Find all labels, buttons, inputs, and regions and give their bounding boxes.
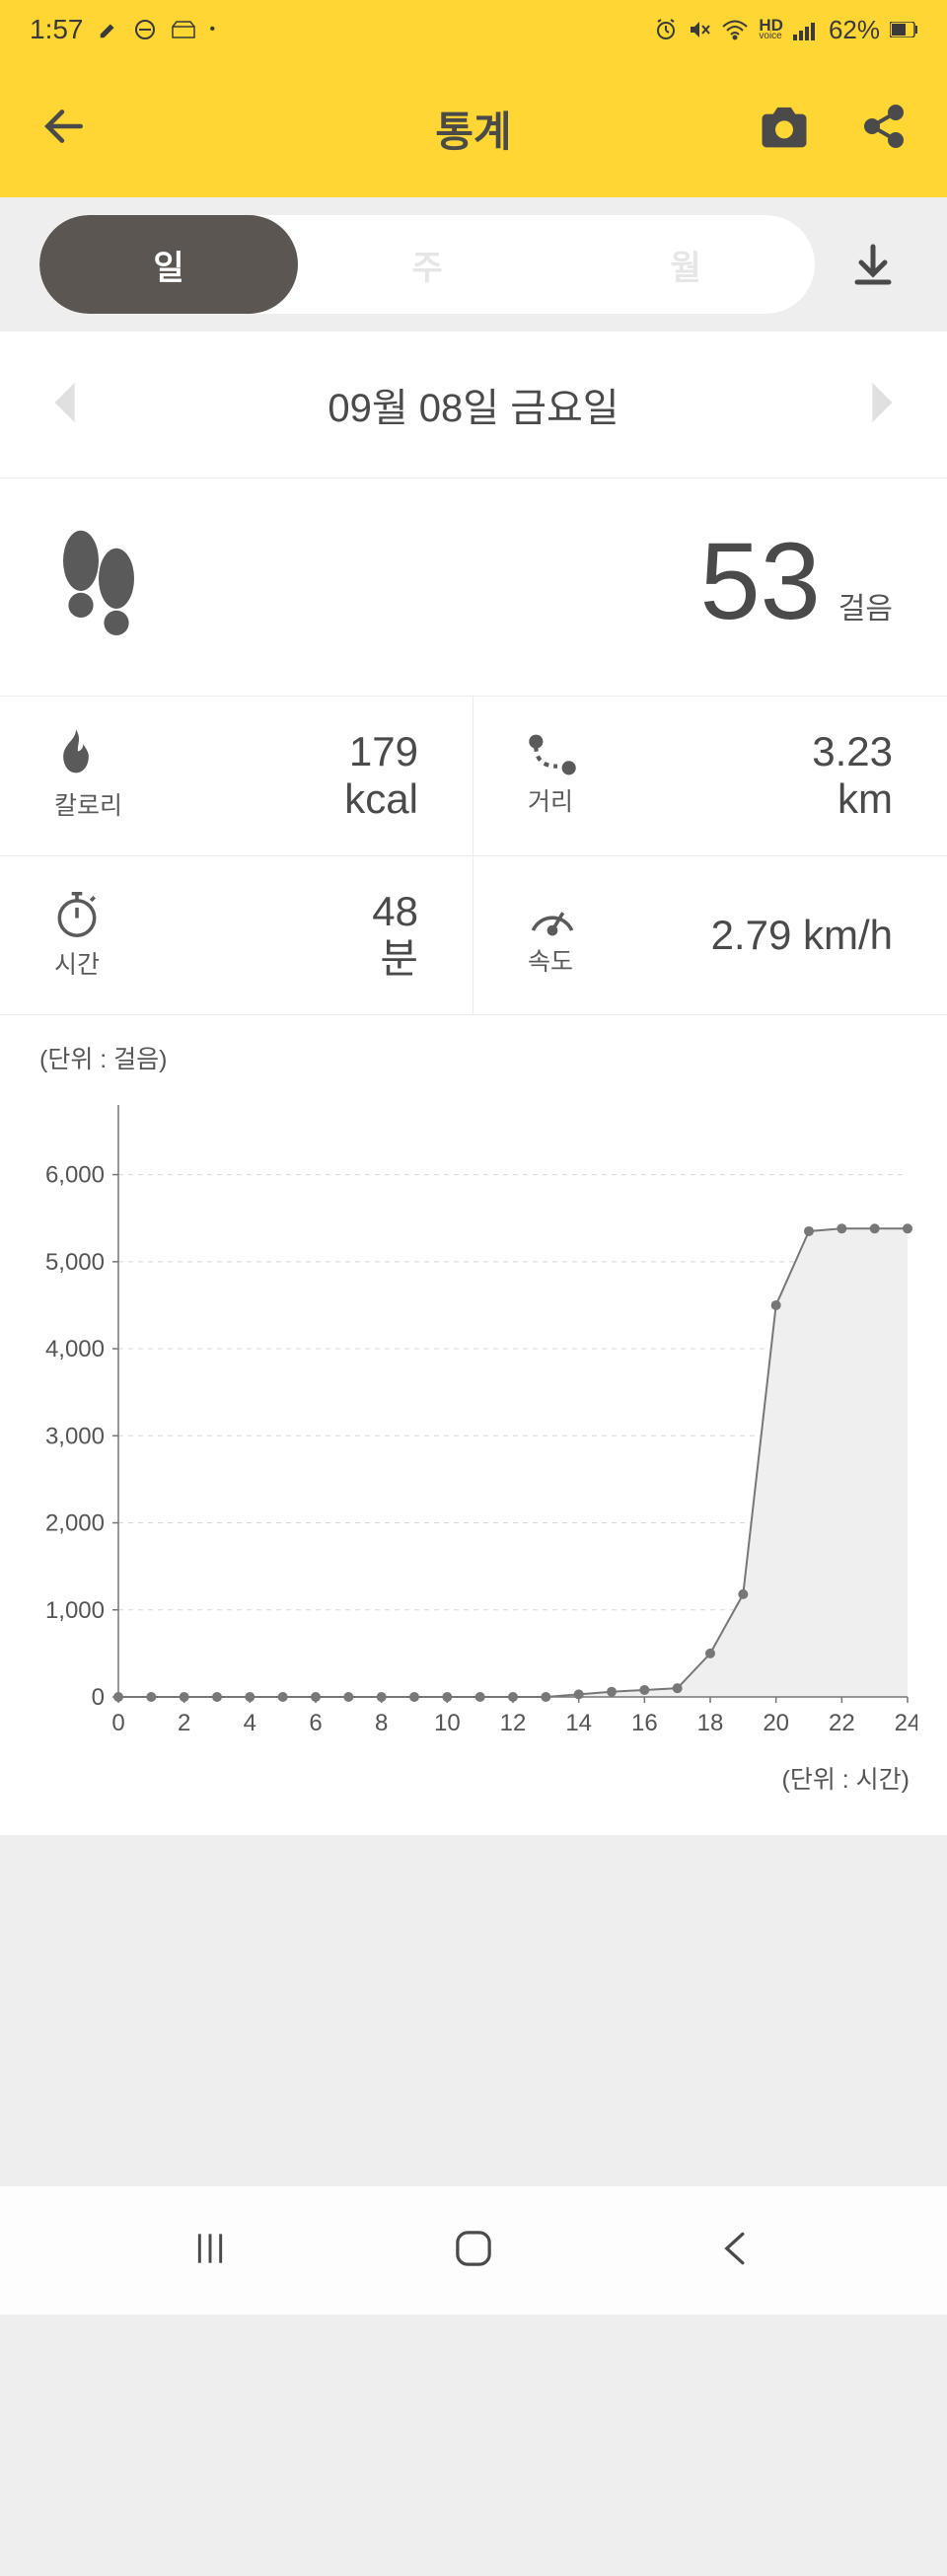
calories-value: 179 xyxy=(349,728,418,775)
route-icon xyxy=(528,733,577,776)
signal-icon xyxy=(793,19,819,40)
nav-home-button[interactable] xyxy=(452,2227,495,2275)
tab-week[interactable]: 주 xyxy=(298,215,556,314)
svg-text:20: 20 xyxy=(763,1710,789,1736)
svg-text:16: 16 xyxy=(631,1710,658,1736)
svg-text:22: 22 xyxy=(829,1710,855,1736)
download-button[interactable] xyxy=(838,241,908,288)
download-icon xyxy=(849,241,897,288)
dot-icon: • xyxy=(210,21,216,38)
svg-text:0: 0 xyxy=(111,1710,124,1736)
camera-icon xyxy=(758,103,811,150)
next-day-button[interactable] xyxy=(865,383,893,427)
metric-distance: 거리 3.23 km xyxy=(474,697,947,856)
chevron-right-icon xyxy=(865,383,893,422)
camera-button[interactable] xyxy=(758,103,811,155)
mute-icon xyxy=(688,18,711,41)
speed-label: 속도 xyxy=(528,942,573,978)
distance-value: 3.23 xyxy=(812,728,893,775)
svg-text:4,000: 4,000 xyxy=(45,1336,105,1362)
distance-unit: km xyxy=(838,775,893,823)
svg-text:6,000: 6,000 xyxy=(45,1162,105,1189)
kit-icon xyxy=(171,19,196,40)
metric-speed: 속도 2.79 km/h xyxy=(474,856,947,1016)
svg-text:24: 24 xyxy=(895,1710,917,1736)
current-date: 09월 08일 금요일 xyxy=(82,376,865,433)
arrow-left-icon xyxy=(39,102,89,151)
svg-text:1,000: 1,000 xyxy=(45,1597,105,1624)
battery-text: 62% xyxy=(829,15,880,45)
steps-summary: 53 걸음 xyxy=(0,478,947,697)
svg-text:18: 18 xyxy=(697,1710,724,1736)
footsteps-icon xyxy=(54,528,143,636)
status-time: 1:57 xyxy=(30,14,84,45)
steps-chart-section: (단위 : 걸음) 0 1,000 2,000 3,000 4,000 5,000 6,00… xyxy=(0,1015,947,1836)
speed-value: 2.79 km/h xyxy=(711,912,893,958)
chart-x-unit: (단위 : 시간) xyxy=(30,1756,917,1796)
back-icon xyxy=(715,2227,759,2270)
steps-chart: 01,0002,0003,0004,0005,0006,000024681012… xyxy=(30,1085,917,1756)
gauge-icon xyxy=(528,893,577,936)
stopwatch-icon xyxy=(54,890,100,939)
do-not-disturb-icon xyxy=(133,18,157,41)
time-label: 시간 xyxy=(54,945,100,981)
tab-day[interactable]: 일 xyxy=(39,215,298,314)
nav-back-button[interactable] xyxy=(715,2227,759,2275)
svg-text:14: 14 xyxy=(565,1710,592,1736)
wifi-icon xyxy=(721,19,749,40)
share-button[interactable] xyxy=(860,103,908,155)
steps-value: 53 xyxy=(699,528,820,636)
time-value: 48 xyxy=(372,888,418,935)
svg-text:8: 8 xyxy=(375,1710,388,1736)
nav-recent-button[interactable] xyxy=(188,2229,232,2273)
metric-calories: 칼로리 179 kcal xyxy=(0,697,474,856)
metric-time: 시간 48 분 xyxy=(0,856,474,1016)
tab-month[interactable]: 월 xyxy=(556,215,815,314)
chevron-left-icon xyxy=(54,383,82,422)
alarm-icon xyxy=(654,18,678,41)
svg-text:0: 0 xyxy=(92,1684,105,1711)
pencil-icon xyxy=(98,19,119,40)
flame-icon xyxy=(54,729,98,780)
calories-unit: kcal xyxy=(344,775,418,823)
svg-text:5,000: 5,000 xyxy=(45,1249,105,1276)
date-selector: 09월 08일 금요일 xyxy=(0,331,947,478)
home-icon xyxy=(452,2227,495,2270)
hd-voice-icon: HD voice xyxy=(759,19,783,40)
chart-y-unit: (단위 : 걸음) xyxy=(30,1040,917,1085)
battery-icon xyxy=(890,22,917,37)
svg-text:3,000: 3,000 xyxy=(45,1423,105,1449)
steps-unit: 걸음 xyxy=(838,584,893,627)
period-segment-bar: 일 주 월 xyxy=(0,197,947,331)
back-button[interactable] xyxy=(39,102,89,156)
period-segment: 일 주 월 xyxy=(39,215,815,314)
svg-text:10: 10 xyxy=(434,1710,461,1736)
recent-icon xyxy=(188,2229,232,2268)
time-unit: 분 xyxy=(380,935,418,983)
share-icon xyxy=(860,103,908,150)
distance-label: 거리 xyxy=(528,782,573,818)
svg-text:2: 2 xyxy=(178,1710,190,1736)
svg-text:4: 4 xyxy=(244,1710,256,1736)
prev-day-button[interactable] xyxy=(54,383,82,427)
calories-label: 칼로리 xyxy=(54,786,122,822)
svg-text:2,000: 2,000 xyxy=(45,1510,105,1537)
metrics-grid: 칼로리 179 kcal 거리 3.23 km 시간 48 분 속도 xyxy=(0,697,947,1015)
app-header: 통계 xyxy=(0,59,947,197)
page-title: 통계 xyxy=(435,99,511,159)
svg-text:6: 6 xyxy=(309,1710,322,1736)
status-bar: 1:57 • HD voice 62% xyxy=(0,0,947,59)
svg-text:12: 12 xyxy=(500,1710,527,1736)
system-navbar xyxy=(0,2186,947,2315)
